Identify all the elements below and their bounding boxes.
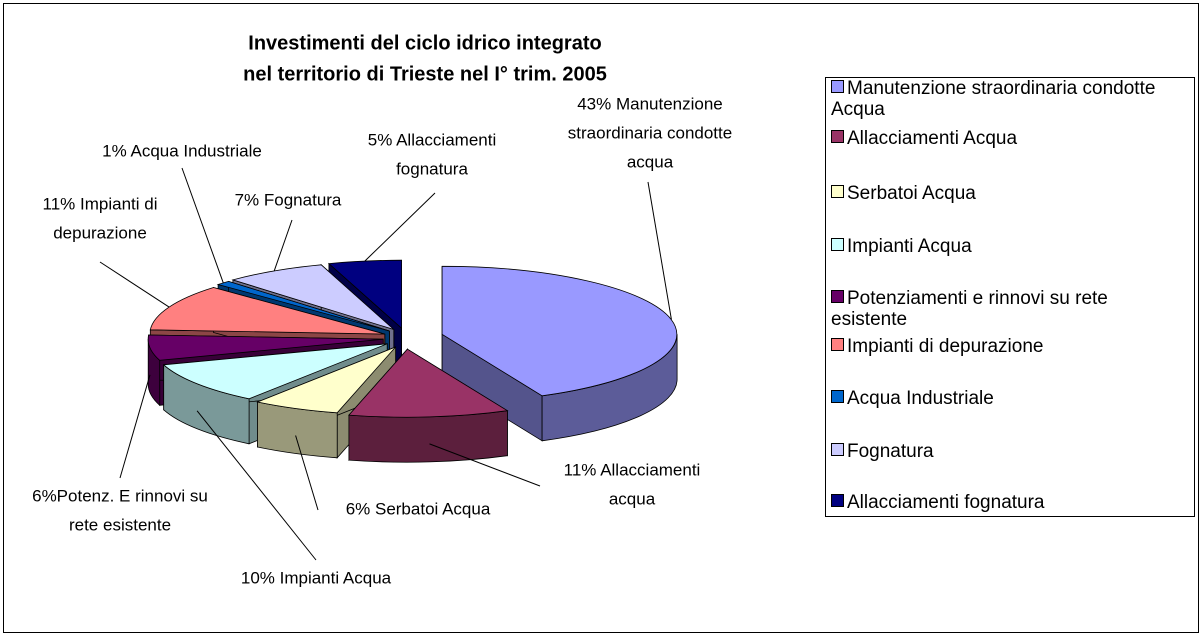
legend-swatch	[831, 494, 844, 507]
data-label: 43% Manutenzione	[577, 94, 723, 113]
slice-top	[441, 265, 678, 397]
legend-entry: Impianti Acqua	[831, 236, 1183, 257]
leader-line	[364, 192, 436, 262]
data-label: straordinaria condotte	[568, 123, 732, 142]
leader-line	[196, 410, 317, 561]
pie-slice	[348, 348, 509, 463]
legend-entry: Acqua Industriale	[831, 388, 1183, 409]
legend-swatch	[831, 130, 844, 143]
leader-line	[295, 435, 319, 511]
legend: Manutenzione straordinaria condotte Acqu…	[825, 77, 1195, 517]
legend-label: Acqua Industriale	[847, 388, 994, 409]
legend-entry: Impianti di depurazione	[831, 336, 1183, 357]
data-label: depurazione	[53, 223, 147, 242]
chart-title: Investimenti del ciclo idrico integrato	[248, 32, 601, 54]
slice-top	[162, 343, 388, 400]
legend-label: Potenziamenti e rinnovi su rete esistent…	[831, 288, 1108, 330]
data-label: acqua	[609, 489, 656, 508]
legend-label: Manutenzione straordinaria condotte Acqu…	[831, 78, 1156, 120]
data-label: fognatura	[396, 159, 468, 178]
data-label: acqua	[627, 152, 674, 171]
leader-line	[429, 443, 541, 487]
legend-entry: Fognatura	[831, 441, 1183, 462]
slice-top	[149, 287, 385, 335]
chart-title: nel territorio di Trieste nel I° trim. 2…	[243, 63, 607, 85]
legend-label: Impianti Acqua	[847, 236, 972, 257]
data-label: 6% Serbatoi Acqua	[346, 499, 491, 518]
legend-swatch	[831, 290, 844, 303]
data-label: 5% Allacciamenti	[368, 130, 497, 149]
data-label: 6%Potenz. E rinnovi su	[32, 486, 208, 505]
slice-side	[348, 410, 508, 463]
legend-label: Serbatoi Acqua	[847, 183, 976, 204]
data-label: 11% Impianti di	[43, 194, 158, 213]
slice-top	[256, 346, 396, 414]
legend-swatch	[831, 390, 844, 403]
leader-line	[119, 374, 151, 479]
leader-line	[181, 167, 224, 284]
legend-label: Allacciamenti Acqua	[847, 128, 1018, 149]
legend-swatch	[831, 80, 844, 93]
legend-swatch	[831, 443, 844, 456]
legend-swatch	[831, 185, 844, 198]
legend-swatch	[831, 338, 844, 351]
legend-label: Impianti di depurazione	[847, 336, 1044, 357]
slice-top	[216, 280, 390, 332]
data-label: rete esistente	[69, 515, 171, 534]
slice-top	[348, 348, 509, 418]
legend-entry: Potenziamenti e rinnovi su rete esistent…	[831, 288, 1183, 330]
leader-line	[273, 219, 293, 272]
legend-swatch	[831, 238, 844, 251]
data-label: 1% Acqua Industriale	[102, 141, 262, 160]
data-label: 7% Fognatura	[235, 190, 342, 209]
data-label: 11% Allacciamenti	[564, 460, 701, 479]
leader-line	[647, 181, 672, 320]
legend-entry: Manutenzione straordinaria condotte Acqu…	[831, 78, 1183, 120]
legend-entry: Serbatoi Acqua	[831, 183, 1183, 204]
legend-label: Allacciamenti fognatura	[847, 492, 1045, 513]
legend-label: Fognatura	[847, 441, 934, 462]
legend-entry: Allacciamenti fognatura	[831, 492, 1183, 513]
legend-entry: Allacciamenti Acqua	[831, 128, 1183, 149]
slice-top	[147, 334, 384, 361]
pie-slice	[441, 265, 678, 442]
leader-line	[99, 261, 170, 308]
slice-top	[231, 264, 395, 330]
data-label: 10% Impianti Acqua	[241, 568, 392, 587]
